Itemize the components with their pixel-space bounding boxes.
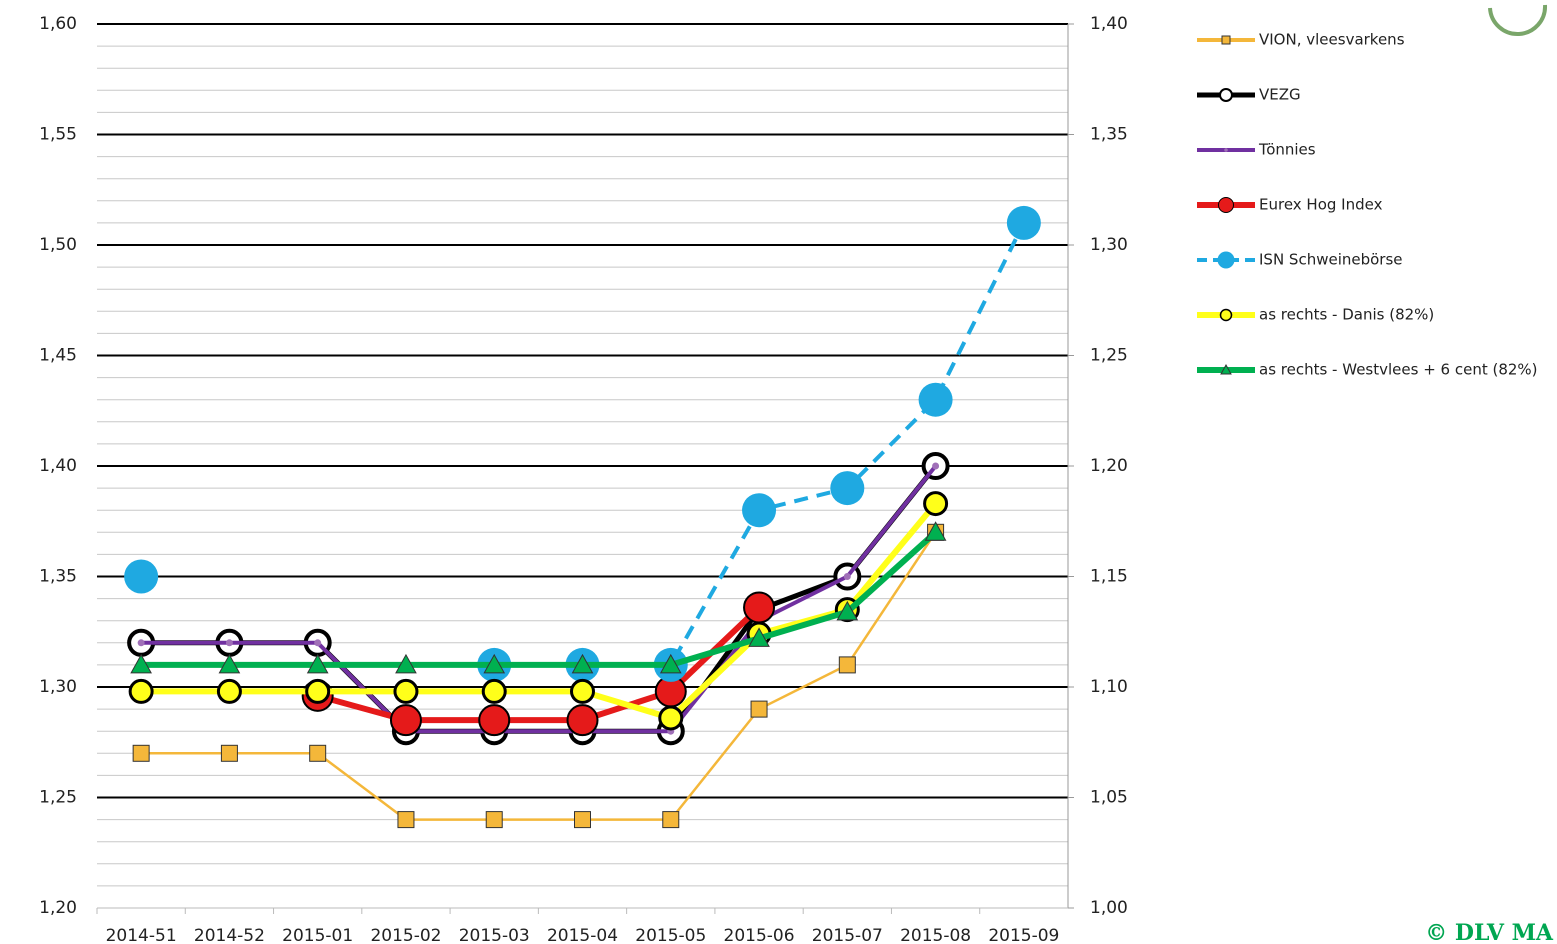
- y-tick-label: 1,60: [39, 14, 77, 34]
- y-tick-label: 1,20: [39, 898, 77, 918]
- marker: [389, 704, 422, 737]
- legend-label: Eurex Hog Index: [1259, 196, 1383, 214]
- marker: [750, 700, 768, 718]
- x-tick-label: 2015-03: [459, 926, 530, 944]
- y-tick-label: 1,55: [39, 125, 77, 145]
- y2-tick-label: 1,05: [1090, 788, 1128, 808]
- marker: [395, 653, 417, 674]
- y2-tick-label: 1,15: [1090, 567, 1128, 587]
- marker: [393, 678, 419, 704]
- legend-label: as rechts - Danis (82%): [1259, 306, 1434, 324]
- y2-tick-label: 1,30: [1090, 235, 1128, 255]
- x-tick-label: 2015-06: [724, 926, 795, 944]
- marker: [742, 493, 777, 528]
- legend-label: Tönnies: [1258, 141, 1316, 159]
- y-tick-label: 1,35: [39, 567, 77, 587]
- y2-tick-label: 1,20: [1090, 456, 1128, 476]
- marker: [1219, 308, 1233, 322]
- marker: [124, 559, 159, 594]
- series-line: [141, 501, 938, 721]
- copyright: © DLV MA: [1425, 920, 1554, 944]
- marker: [314, 639, 322, 647]
- legend-label: ISN Schweinebörse: [1259, 251, 1403, 269]
- legend-label: as rechts - Westvlees + 6 cent (82%): [1259, 361, 1538, 379]
- marker: [225, 639, 233, 647]
- marker: [137, 639, 145, 647]
- marker: [132, 744, 150, 762]
- marker: [843, 573, 851, 580]
- y-tick-label: 1,25: [39, 788, 77, 808]
- marker: [836, 600, 859, 621]
- x-tick-label: 2015-02: [370, 926, 441, 944]
- marker: [220, 744, 238, 762]
- marker: [918, 382, 953, 417]
- x-tick-label: 2015-09: [988, 926, 1059, 944]
- marker: [128, 678, 154, 704]
- marker: [485, 811, 503, 829]
- y2-tick-label: 1,25: [1090, 346, 1128, 366]
- marker: [1006, 205, 1041, 240]
- marker: [483, 653, 506, 674]
- y2-tick-label: 1,10: [1090, 677, 1128, 697]
- marker: [659, 653, 682, 674]
- marker: [923, 491, 949, 517]
- marker: [830, 471, 865, 506]
- marker: [662, 811, 680, 829]
- marker: [478, 704, 511, 737]
- marker: [309, 744, 327, 762]
- y-tick-label: 1,30: [39, 677, 77, 697]
- marker: [571, 653, 594, 674]
- marker: [305, 678, 331, 704]
- y2-tick-label: 1,00: [1090, 898, 1128, 918]
- marker: [216, 678, 242, 704]
- series-line: [141, 531, 937, 821]
- marker: [481, 678, 507, 704]
- x-tick-label: 2015-04: [547, 926, 618, 944]
- y2-tick-label: 1,35: [1090, 125, 1128, 145]
- marker: [570, 678, 595, 704]
- x-tick-label: 2015-01: [282, 926, 353, 944]
- legend-label: VEZG: [1259, 86, 1301, 104]
- y2-tick-label: 1,40: [1090, 14, 1128, 34]
- marker: [1221, 35, 1231, 45]
- marker: [1220, 363, 1232, 375]
- x-tick-label: 2014-51: [106, 926, 177, 944]
- marker: [574, 811, 591, 829]
- x-tick-label: 2015-07: [812, 926, 883, 944]
- marker: [1217, 251, 1235, 269]
- marker: [658, 705, 684, 731]
- marker: [218, 653, 241, 674]
- marker: [1224, 148, 1228, 152]
- marker: [838, 656, 856, 674]
- series-line: [141, 464, 938, 734]
- logo-fragment: [1488, 4, 1548, 36]
- y-tick-label: 1,45: [39, 346, 77, 366]
- legend-label: VION, vleesvarkens: [1259, 31, 1405, 49]
- x-tick-label: 2014-52: [194, 926, 265, 944]
- marker: [397, 811, 415, 829]
- x-tick-label: 2015-08: [900, 926, 971, 944]
- series-line: [141, 530, 938, 668]
- marker: [566, 704, 599, 737]
- marker: [306, 653, 329, 674]
- x-tick-label: 2015-05: [635, 926, 706, 944]
- marker: [130, 653, 152, 674]
- marker: [932, 462, 940, 470]
- marker: [748, 627, 770, 647]
- marker: [1219, 88, 1233, 102]
- marker: [924, 521, 947, 541]
- marker: [1218, 197, 1234, 213]
- y-tick-label: 1,50: [39, 235, 77, 255]
- marker: [743, 591, 776, 624]
- y-tick-label: 1,40: [39, 456, 77, 476]
